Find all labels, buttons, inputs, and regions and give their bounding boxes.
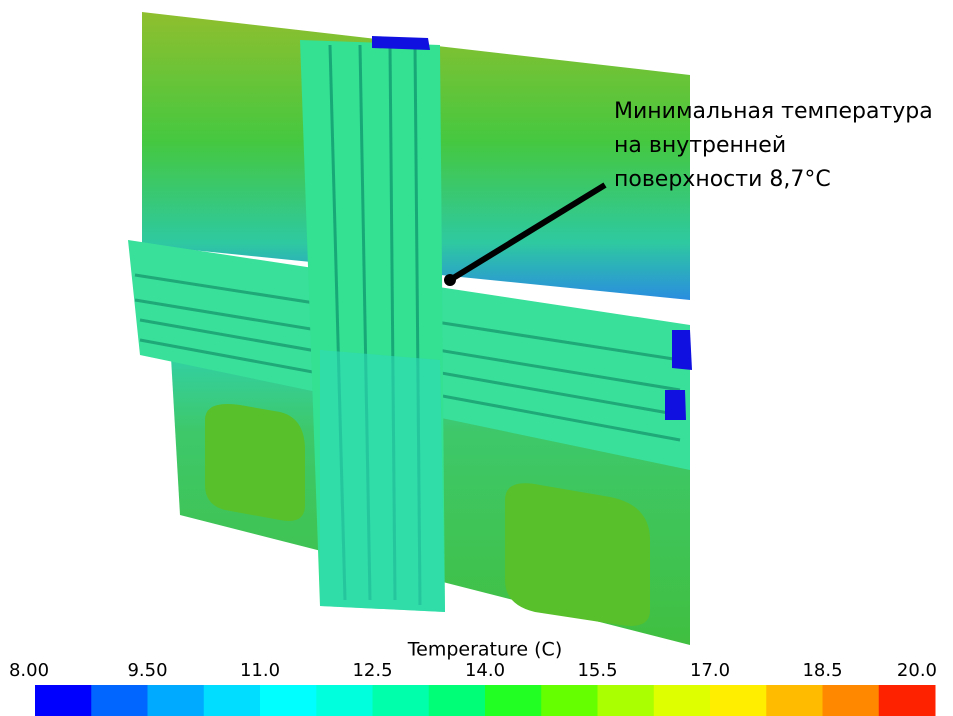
annotation-dot	[444, 274, 456, 286]
colorbar-segment	[316, 685, 373, 716]
colorbar-tick-label: 17.0	[690, 660, 730, 681]
colorbar-segment	[204, 685, 261, 716]
colorbar-segment	[373, 685, 430, 716]
colorbar-segment	[766, 685, 823, 716]
colorbar-segment	[654, 685, 711, 716]
colorbar-title: Temperature (C)	[407, 639, 563, 661]
colorbar-tick-label: 11.0	[240, 660, 280, 681]
colorbar-tick-label: 12.5	[352, 660, 392, 681]
render	[128, 12, 692, 645]
colorbar-segment	[429, 685, 486, 716]
colorbar-segment	[35, 685, 92, 716]
cold-spot	[665, 390, 686, 420]
colorbar-segment	[598, 685, 655, 716]
colorbar: Temperature (C) 8.00 9.50 11.0 12.5 14.0 15.5…	[9, 639, 937, 716]
colorbar-tick-label: 20.0	[897, 660, 937, 681]
mullion-lower	[320, 350, 445, 612]
colorbar-tick-label: 8.00	[9, 660, 49, 681]
cold-spot	[372, 36, 430, 50]
colorbar-segment	[91, 685, 148, 716]
cold-spot	[672, 330, 692, 370]
colorbar-segment	[823, 685, 880, 716]
colorbar-tick-label: 14.0	[465, 660, 505, 681]
annotation-text: Минимальная температура	[614, 99, 933, 124]
colorbar-segment	[148, 685, 205, 716]
warm-zone	[505, 483, 650, 626]
colorbar-segment	[541, 685, 598, 716]
colorbar-segment	[710, 685, 767, 716]
colorbar-segment	[879, 685, 936, 716]
colorbar-tick-label: 18.5	[802, 660, 842, 681]
page: Минимальная температура на внутренней пове…	[0, 0, 953, 716]
colorbar-segment	[485, 685, 542, 716]
colorbar-tick-label: 15.5	[577, 660, 617, 681]
annotation-text: на внутренней	[614, 133, 786, 158]
annotation: Минимальная температура на внутренней пове…	[614, 99, 933, 192]
colorbar-segment	[260, 685, 317, 716]
annotation-text: поверхности 8,7°C	[614, 167, 831, 192]
colorbar-tick-label: 9.50	[127, 660, 167, 681]
warm-zone	[205, 404, 305, 521]
